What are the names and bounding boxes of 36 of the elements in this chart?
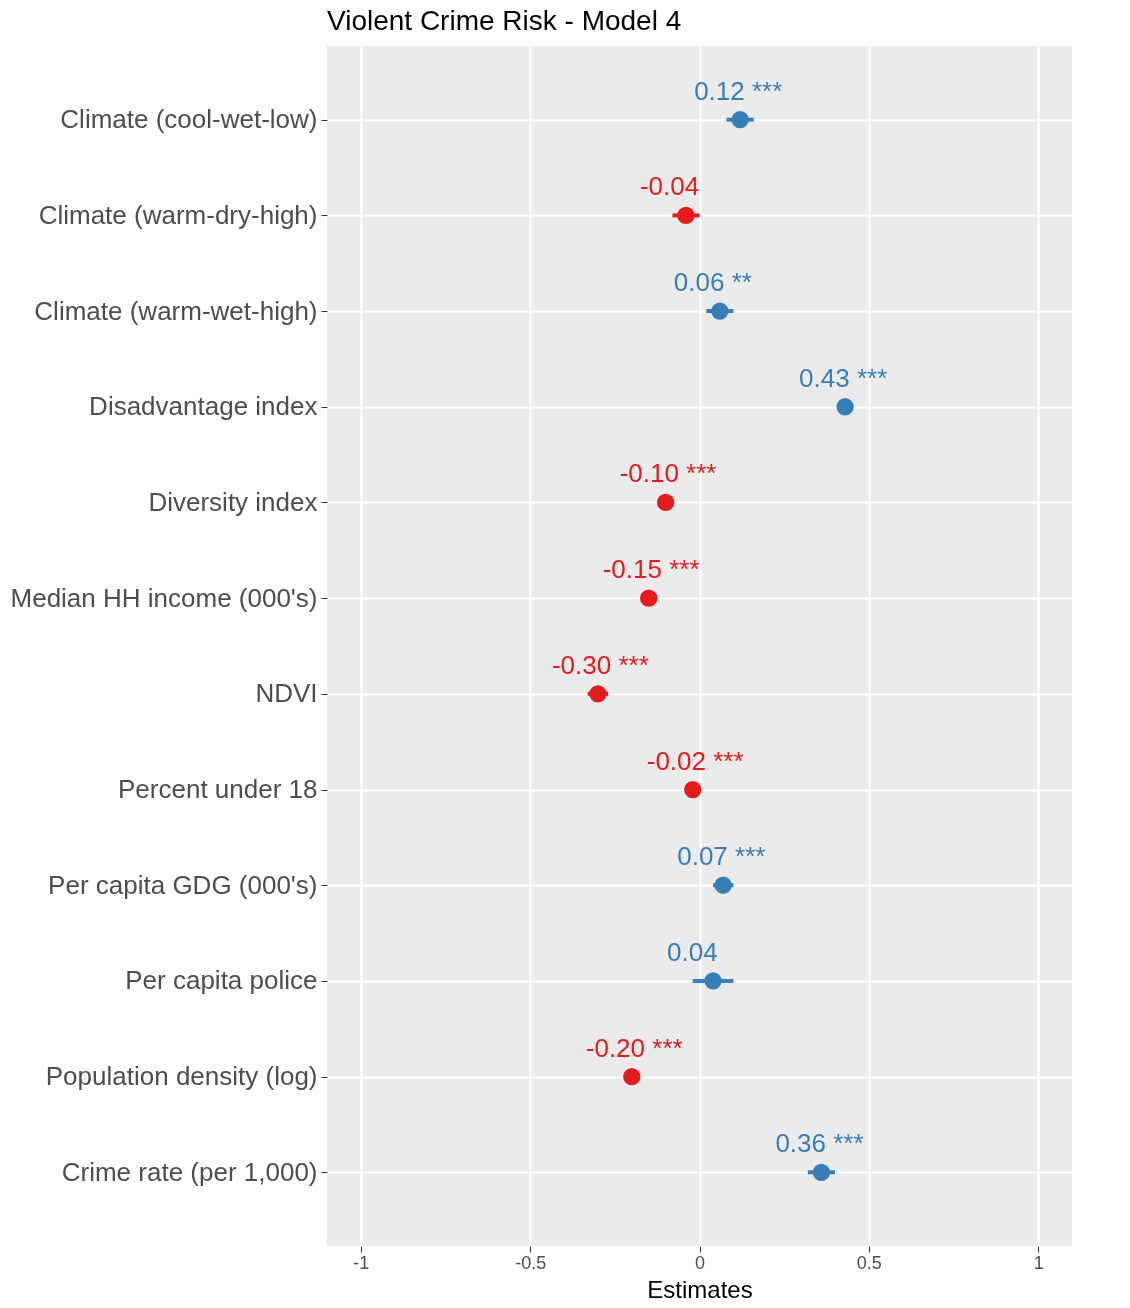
- data-label: 0.04: [667, 936, 718, 967]
- data-label: -0.15 ***: [602, 554, 700, 585]
- x-axis-title: Estimates: [647, 1275, 753, 1303]
- y-tick-label: Diversity index: [148, 486, 318, 517]
- y-tick-label: Crime rate (per 1,000): [61, 1156, 318, 1187]
- y-tick-label: Climate (warm-dry-high): [38, 199, 318, 230]
- y-tick-label: Climate (warm-wet-high): [34, 295, 318, 326]
- x-tick-label: 1: [1033, 1252, 1044, 1273]
- data-label: -0.02 ***: [646, 745, 744, 776]
- y-tick-label: Per capita police: [125, 965, 318, 996]
- chart-title: Violent Crime Risk - Model 4: [327, 5, 682, 36]
- y-tick-label: Median HH income (000's): [10, 582, 318, 613]
- data-label: 0.36 ***: [775, 1128, 864, 1159]
- point: [836, 398, 854, 416]
- data-label: -0.10 ***: [619, 458, 717, 489]
- point: [684, 780, 702, 799]
- data-label: 0.43 ***: [799, 362, 888, 393]
- point: [623, 1067, 641, 1086]
- data-label: 0.06 **: [673, 267, 752, 298]
- y-tick-label: Per capita GDG (000's): [48, 869, 318, 900]
- y-tick-label: NDVI: [255, 678, 318, 709]
- x-tick-label: 0.5: [856, 1252, 882, 1273]
- x-tick-label: 0: [694, 1252, 706, 1273]
- data-label: -0.04: [639, 171, 700, 202]
- y-tick-label: Percent under 18: [118, 774, 318, 805]
- y-tick-label: Climate (cool-wet-low): [60, 104, 318, 135]
- x-tick-label: -1: [353, 1252, 370, 1273]
- data-label: -0.20 ***: [585, 1032, 683, 1063]
- point: [640, 589, 658, 607]
- data-label: 0.12 ***: [694, 75, 783, 106]
- data-label: -0.30 ***: [551, 649, 649, 680]
- point: [656, 493, 675, 512]
- y-tick-label: Population density (log): [45, 1061, 318, 1092]
- y-tick-label: Disadvantage index: [89, 391, 318, 422]
- data-label: 0.07 ***: [677, 841, 766, 872]
- x-tick-label: -0.5: [515, 1252, 547, 1273]
